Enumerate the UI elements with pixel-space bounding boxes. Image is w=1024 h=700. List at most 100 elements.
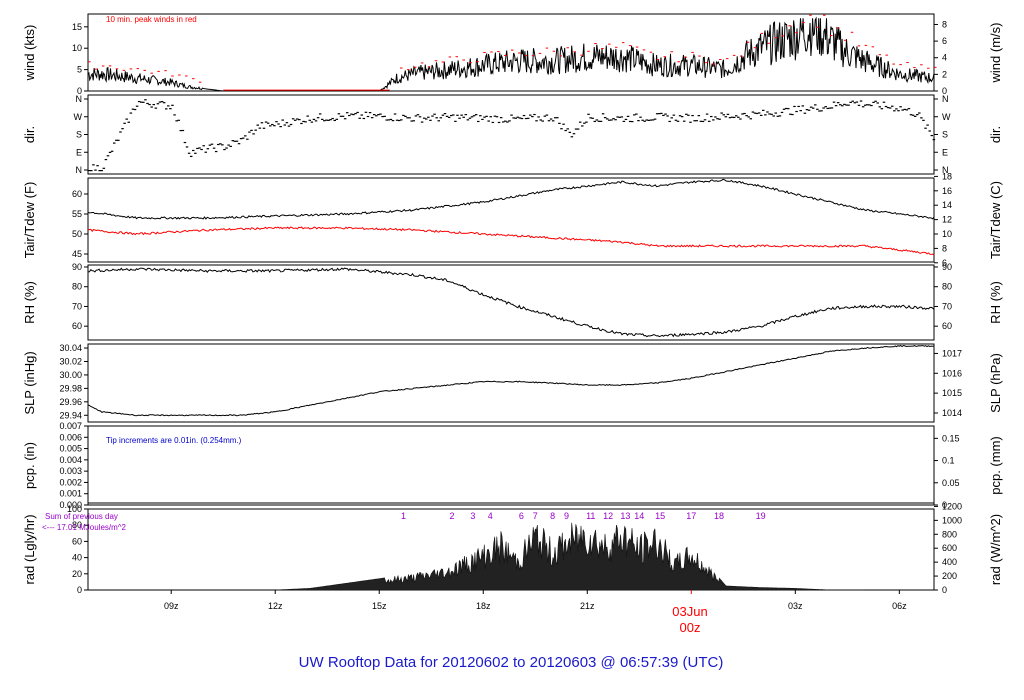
right-tick-label: 1014: [942, 408, 962, 418]
right-tick-label: 90: [942, 262, 952, 272]
left-tick-label: 0.000: [59, 500, 82, 510]
tdew-line: [87, 226, 935, 256]
left-tick-label: 15: [72, 22, 82, 32]
panel-slp: SLP (inHg) SLP (hPa) 30.04 30.02 30.00 29.98 2…: [22, 343, 1003, 423]
panel-pcp-left-label: pcp. (in): [22, 442, 37, 489]
right-tick-label: 60: [942, 321, 952, 331]
chart-title: UW Rooftop Data for 20120602 to 20120603…: [299, 654, 724, 671]
hour-marker: 2: [450, 511, 455, 521]
x-axis: 09z 12z 15z 18z 21z 03z 06z: [164, 590, 907, 611]
left-tick-label: 30.04: [59, 343, 82, 353]
right-tick-label: 400: [942, 557, 957, 567]
panel-rad-left-label: rad (Lgly/hr): [22, 514, 37, 584]
hour-marker: 17: [686, 511, 696, 521]
wind-annotation: 10 min. peak winds in red: [106, 15, 197, 24]
right-tick-label: 0: [942, 500, 947, 510]
left-tick-label: 30.00: [59, 370, 82, 380]
right-tick-label: 8: [942, 19, 947, 29]
left-tick-label: N: [76, 165, 83, 175]
left-tick-label: W: [74, 112, 83, 122]
right-tick-label: 16: [942, 186, 952, 196]
right-tick-label: 6: [942, 36, 947, 46]
left-tick-label: 45: [72, 249, 82, 259]
right-tick-label: 0: [942, 585, 947, 595]
left-tick-label: 60: [72, 189, 82, 199]
right-tick-label: 0.05: [942, 478, 960, 488]
left-tick-label: 30.02: [59, 356, 82, 366]
hour-marker: 1: [401, 511, 406, 521]
hour-marker: 15: [655, 511, 665, 521]
left-tick-label: 90: [72, 262, 82, 272]
left-tick-label: 60: [72, 321, 82, 331]
right-tick-label: 2: [942, 69, 947, 79]
panel-pcp-frame: [87, 425, 935, 506]
panel-wind: wind (kts) wind (m/s) 15 10 5 0 8 6 4 2 0 10 min. p…: [22, 13, 1003, 96]
right-tick-label: W: [942, 112, 951, 122]
panel-rh-frame: [87, 264, 935, 341]
right-tick-label: 18: [942, 171, 952, 181]
hour-marker: 3: [470, 511, 475, 521]
left-tick-label: 29.94: [59, 410, 82, 420]
hour-marker: 13: [620, 511, 630, 521]
left-tick-label: 0: [77, 86, 82, 96]
slp-line: [87, 344, 935, 417]
left-tick-label: 0.005: [59, 444, 82, 454]
right-tick-label: 0.1: [942, 456, 955, 466]
left-tick-label: 0.002: [59, 477, 82, 487]
left-tick-label: 0.007: [59, 421, 82, 431]
x-tick-label: 18z: [476, 601, 491, 611]
panel-dir-frame: [87, 94, 935, 175]
right-tick-label: 4: [942, 53, 947, 63]
left-tick-label: 5: [77, 65, 82, 75]
date-sub-label: 00z: [680, 620, 701, 635]
left-tick-label: 0.004: [59, 455, 82, 465]
left-tick-label: 0.003: [59, 466, 82, 476]
left-tick-label: 10: [72, 43, 82, 53]
panel-temp: Tair/Tdew (F) Tair/Tdew (C) 60 55 50 45 18 16 14…: [22, 171, 1003, 267]
left-tick-label: 80: [72, 520, 82, 530]
x-tick-label: 03z: [788, 601, 803, 611]
radiation-area: [275, 522, 865, 591]
hour-marker: 18: [714, 511, 724, 521]
panel-rad-right-label: rad (W/m^2): [988, 514, 1003, 585]
left-tick-label: E: [76, 147, 82, 157]
right-tick-label: 14: [942, 200, 952, 210]
panel-rad: rad (Lgly/hr) rad (W/m^2)1008060402001200…: [22, 501, 1003, 595]
right-tick-label: 1015: [942, 388, 962, 398]
left-tick-label: 100: [67, 504, 82, 514]
panel-rh: RH (%) RH (%) 90 80 70 60 90 80 70 60: [22, 262, 1003, 341]
wind-speed-line: [87, 16, 935, 92]
right-tick-label: S: [942, 130, 948, 140]
right-tick-label: 1016: [942, 368, 962, 378]
x-tick-label: 21z: [580, 601, 595, 611]
left-tick-label: 80: [72, 282, 82, 292]
panel-wind-right-label: wind (m/s): [988, 23, 1003, 84]
left-tick-label: 60: [72, 536, 82, 546]
pcp-annotation: Tip increments are 0.01in. (0.254mm.): [106, 436, 242, 445]
right-tick-label: 200: [942, 571, 957, 581]
right-tick-label: 0: [942, 86, 947, 96]
left-tick-label: 50: [72, 229, 82, 239]
right-tick-label: 8: [942, 243, 947, 253]
left-tick-label: 40: [72, 553, 82, 563]
left-tick-label: S: [76, 130, 82, 140]
left-tick-label: 70: [72, 301, 82, 311]
right-tick-label: E: [942, 147, 948, 157]
right-tick-label: 10: [942, 229, 952, 239]
right-tick-label: 1200: [942, 501, 962, 511]
x-tick-label: 06z: [892, 601, 907, 611]
panel-pcp: pcp. (in) pcp. (mm)0.0070.0060.0050.0040.…: [22, 421, 1003, 510]
left-tick-label: 0.001: [59, 489, 82, 499]
right-tick-label: 80: [942, 282, 952, 292]
right-tick-label: N: [942, 165, 949, 175]
panel-slp-right-label: SLP (hPa): [988, 353, 1003, 413]
left-tick-label: 55: [72, 209, 82, 219]
x-tick-label: 12z: [268, 601, 283, 611]
right-tick-label: 1017: [942, 348, 962, 358]
panel-wind-frame: [87, 13, 935, 92]
right-tick-label: N: [942, 94, 949, 104]
hour-marker: 14: [634, 511, 644, 521]
right-tick-label: 1000: [942, 515, 962, 525]
left-tick-label: N: [76, 94, 83, 104]
rad-annotation-sum: Sum of previous day: [45, 512, 118, 521]
